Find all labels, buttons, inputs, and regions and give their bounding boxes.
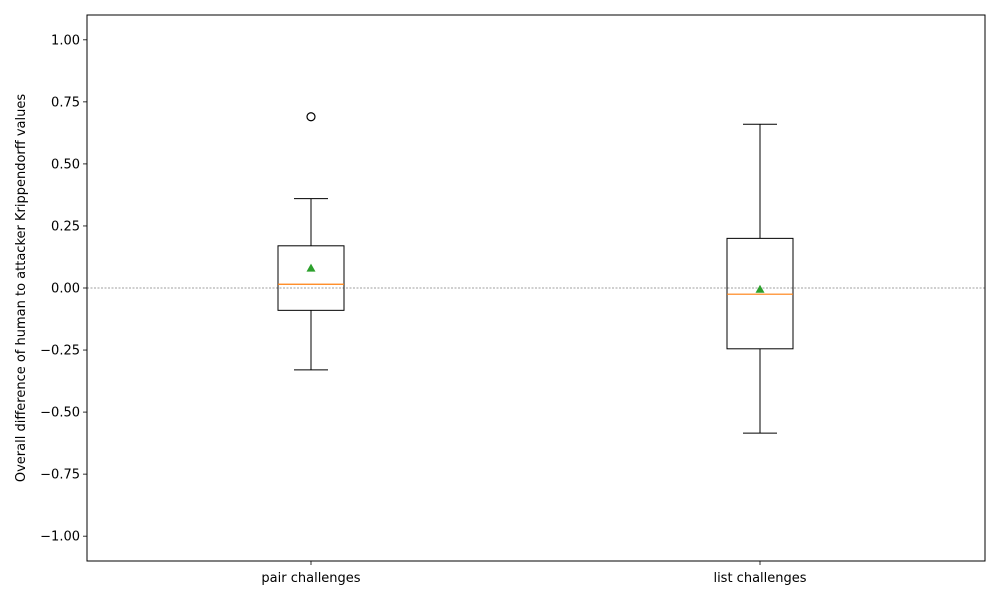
axes-layer: pair challenges list challenges −1.00 −0.75…: [40, 14, 986, 586]
mean-marker-pair-challenges: [306, 263, 316, 272]
y-tick-label-1: −0.75: [40, 468, 80, 483]
plot-frame: [86, 14, 986, 562]
y-tick-label-2: −0.50: [40, 406, 80, 421]
outlier-pair-challenges-0: [306, 112, 316, 122]
x-tick-label-list-challenges: list challenges: [713, 571, 806, 586]
y-tick-label-5: 0.25: [51, 219, 80, 234]
y-tick-label-8: 1.00: [51, 33, 80, 48]
x-tick-label-pair-challenges: pair challenges: [261, 571, 360, 586]
box-pair-challenges: [277, 245, 345, 311]
boxes-layer: [277, 112, 794, 434]
y-tick-label-7: 0.75: [51, 95, 80, 110]
box-list-challenges: [726, 237, 794, 350]
y-tick-label-6: 0.50: [51, 157, 80, 172]
y-tick-label-4: 0.00: [51, 282, 80, 297]
mean-marker-list-challenges: [755, 284, 765, 293]
y-tick-label-0: −1.00: [40, 530, 80, 545]
y-axis-label: Overall difference of human to attacker …: [14, 94, 29, 482]
y-tick-label-3: −0.25: [40, 344, 80, 359]
